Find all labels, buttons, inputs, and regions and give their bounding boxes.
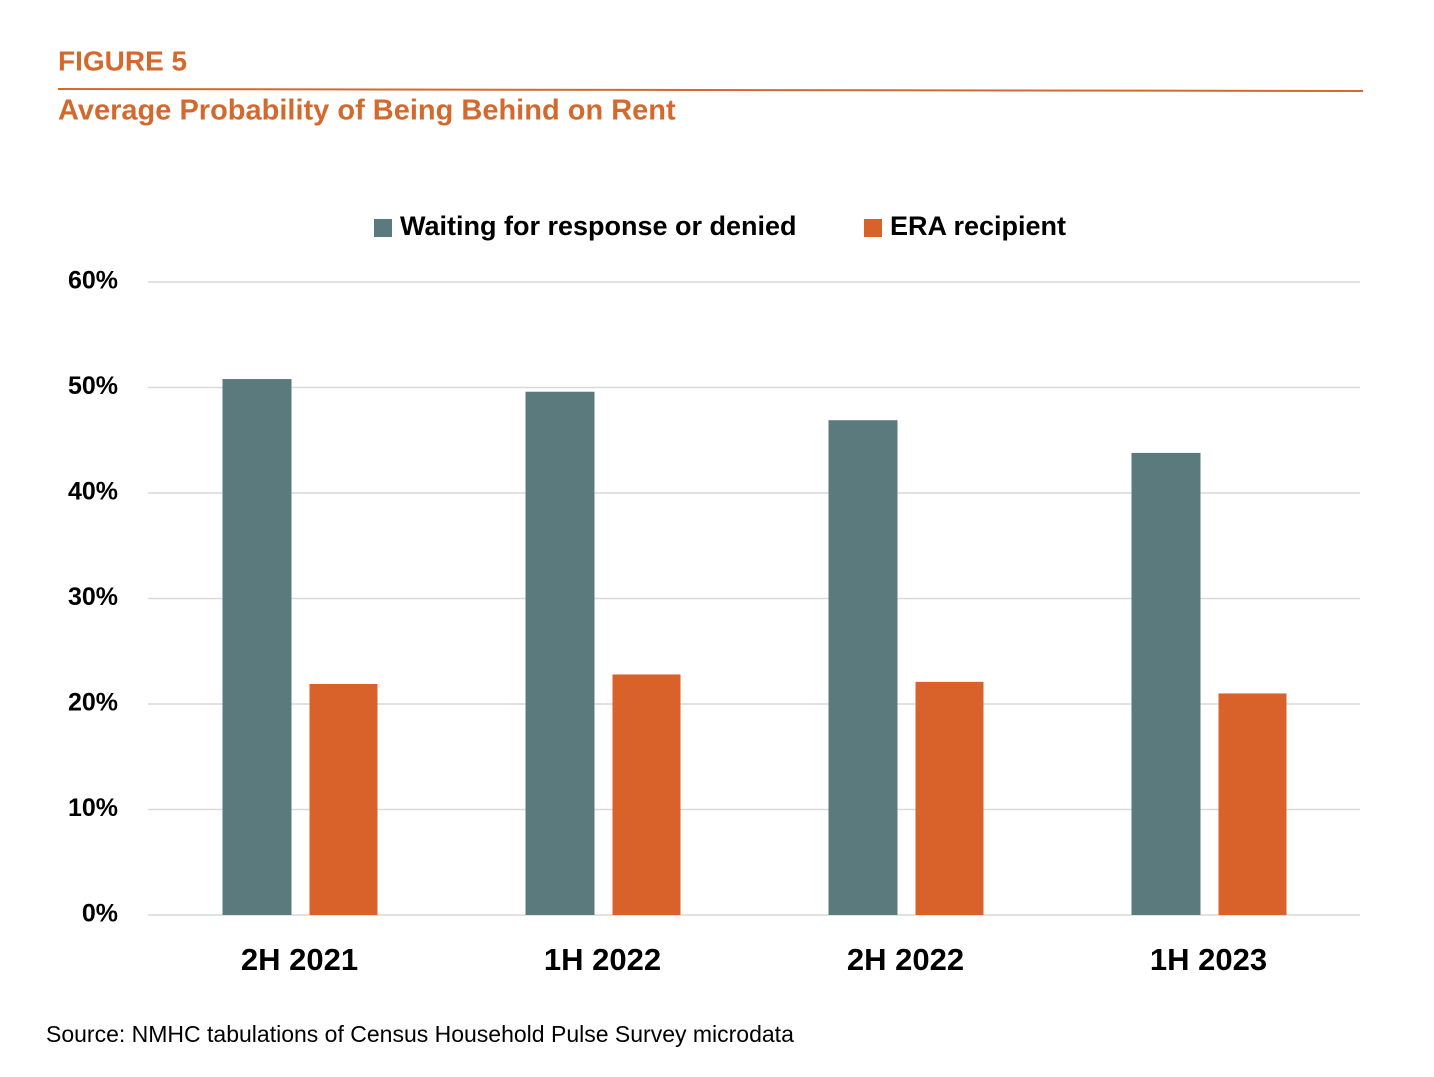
bar — [915, 681, 984, 915]
y-tick-label: 50% — [68, 372, 118, 400]
source-note: Source: NMHC tabulations of Census House… — [46, 1021, 794, 1047]
legend-label: ERA recipient — [890, 211, 1066, 241]
bar — [1218, 693, 1287, 915]
y-tick-label: 20% — [68, 689, 118, 717]
x-tick-label: 2H 2022 — [847, 942, 964, 977]
bar — [309, 683, 378, 915]
bar — [612, 674, 681, 915]
x-tick-label: 2H 2021 — [241, 942, 358, 977]
y-tick-label: 40% — [68, 478, 118, 506]
y-tick-label: 0% — [82, 900, 118, 928]
bar — [828, 420, 898, 915]
legend-label: Waiting for response or denied — [400, 211, 797, 241]
bar — [1131, 452, 1201, 915]
y-tick-label: 10% — [68, 794, 118, 822]
title-rule — [57, 88, 1364, 92]
legend-swatch — [374, 219, 392, 237]
bar — [525, 391, 595, 916]
bar — [222, 379, 292, 915]
chart-title: Average Probability of Being Behind on R… — [58, 95, 676, 127]
figure-label: FIGURE 5 — [58, 45, 187, 76]
y-tick-label: 30% — [68, 583, 118, 611]
y-tick-label: 60% — [68, 267, 118, 295]
x-tick-label: 1H 2023 — [1150, 942, 1267, 977]
legend-swatch — [864, 219, 882, 237]
x-tick-label: 1H 2022 — [544, 942, 661, 977]
